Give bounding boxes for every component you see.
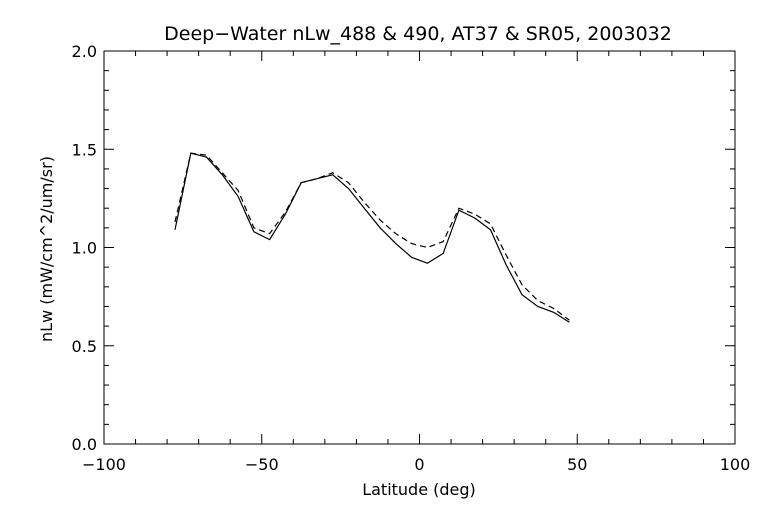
y-axis-label: nLw (mW/cm^2/um/sr) — [37, 156, 56, 342]
chart-title: Deep−Water nLw_488 & 490, AT37 & SR05, 2… — [164, 23, 672, 45]
x-tick-label: 100 — [720, 455, 751, 474]
x-tick-label: −100 — [82, 455, 126, 474]
series-line-dashed — [174, 152, 570, 321]
y-tick-label: 1.5 — [72, 140, 97, 159]
axis-tick-labels: −100 −50 0 50 100 0.0 0.5 1.0 1.5 2.0 — [72, 42, 751, 474]
axis-ticks — [103, 50, 736, 445]
x-tick-label: 50 — [567, 455, 587, 474]
y-tick-label: 0.5 — [72, 337, 97, 356]
y-tick-label: 1.0 — [72, 239, 97, 258]
series-lines — [174, 152, 570, 323]
y-tick-label: 2.0 — [72, 42, 97, 61]
x-tick-label: −50 — [245, 455, 279, 474]
plot-frame — [103, 50, 736, 445]
y-tick-label: 0.0 — [72, 435, 97, 454]
series-line-solid — [174, 152, 570, 323]
x-tick-label: 0 — [414, 455, 424, 474]
x-axis-label: Latitude (deg) — [362, 480, 476, 499]
